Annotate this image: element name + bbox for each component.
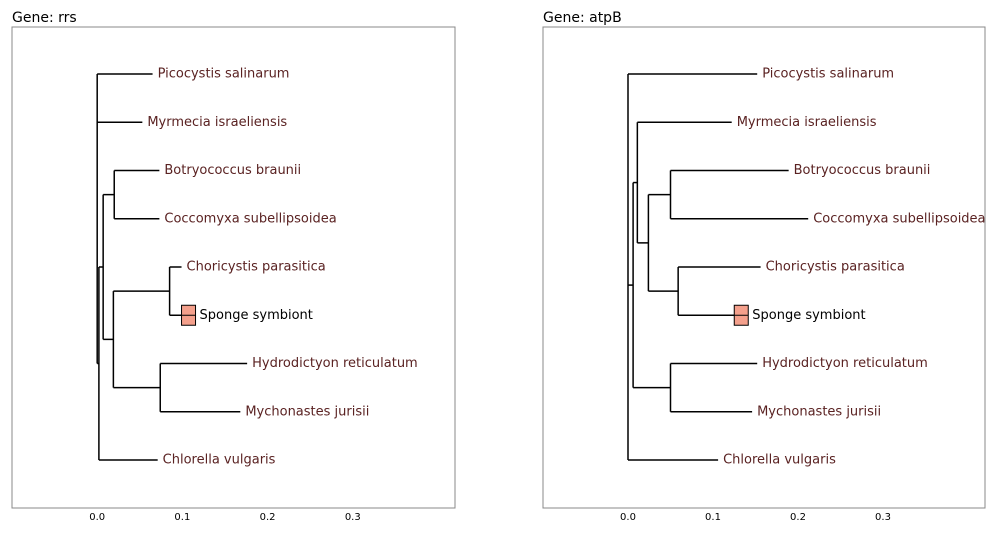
x-tick-label: 0.2 [260,512,276,523]
x-tick-label: 0.2 [790,512,806,523]
leaf-label: Sponge symbiont [200,308,313,323]
x-tick-label: 0.0 [89,512,105,523]
leaf-label: Botryococcus braunii [164,163,301,178]
leaf-label: Hydrodictyon reticulatum [252,356,418,371]
x-tick-label: 0.1 [705,512,721,523]
leaf-label: Chlorella vulgaris [163,453,276,468]
leaf-label: Choricystis parasitica [766,260,905,275]
leaf-label: Mychonastes jurisii [245,404,369,419]
leaf-label: Picocystis salinarum [762,67,894,82]
leaf-label: Chlorella vulgaris [723,453,836,468]
x-tick-label: 0.3 [345,512,361,523]
leaf-label: Sponge symbiont [752,308,865,323]
tree-panel: Gene: rrs 0.0 0.1 0.2 0.3 Picocystis salinaru… [11,10,456,523]
x-tick-label: 0.0 [620,512,636,523]
tree-panel: Gene: atpB 0.0 0.1 0.2 0.3 Picocystis salinar… [542,10,986,523]
leaf-label: Hydrodictyon reticulatum [762,356,928,371]
plot-frame [11,26,456,509]
panel-title: Gene: rrs [12,10,77,26]
panel-title: Gene: atpB [543,10,622,26]
leaf-label: Myrmecia israeliensis [737,115,877,130]
leaf-label: Mychonastes jurisii [757,404,881,419]
leaf-label: Coccomyxa subellipsoidea [164,211,336,226]
leaf-label: Botryococcus braunii [794,163,931,178]
plot-frame [542,26,986,509]
leaf-label: Picocystis salinarum [158,67,290,82]
x-tick-label: 0.3 [875,512,891,523]
x-tick-label: 0.1 [174,512,190,523]
leaf-label: Myrmecia israeliensis [147,115,287,130]
leaf-label: Choricystis parasitica [187,260,326,275]
leaf-label: Coccomyxa subellipsoidea [813,211,985,226]
